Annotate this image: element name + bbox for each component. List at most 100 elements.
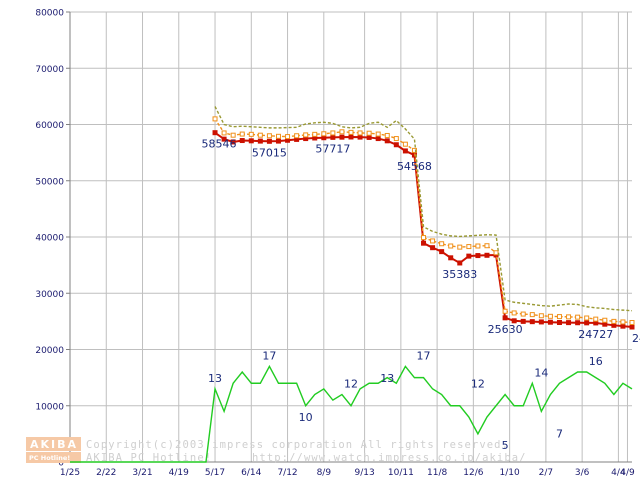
series-marker-min-price — [230, 139, 236, 145]
series-marker-avg-price — [520, 311, 526, 317]
series-marker-avg-price — [257, 132, 263, 138]
series-line-avg-price — [214, 118, 633, 324]
series-marker-min-price — [520, 318, 526, 324]
series-marker-avg-price — [366, 130, 372, 136]
x-tick-label: 6/14 — [241, 468, 261, 478]
y-tick-label: 0 — [58, 459, 64, 469]
series-marker-min-price — [547, 319, 553, 325]
akiba-logo: AKIBA PC Hotline! — [26, 437, 81, 463]
data-series — [70, 106, 635, 463]
series-marker-avg-price — [421, 235, 427, 241]
series-marker-min-price — [484, 252, 490, 258]
data-label-min-price: 54568 — [397, 160, 432, 173]
series-marker-avg-price — [375, 131, 381, 137]
data-label-min-price: 58546 — [202, 138, 237, 151]
data-label-min-price: 35383 — [442, 268, 477, 281]
series-marker-min-price — [330, 134, 336, 140]
series-line-shop-count — [70, 364, 633, 463]
x-tick-label: 3/21 — [132, 468, 152, 478]
x-tick-label: 4/4 — [611, 468, 626, 478]
logo-main-text: AKIBA — [30, 438, 78, 451]
series-marker-min-price — [457, 260, 463, 266]
series-marker-avg-price — [330, 130, 336, 136]
series-marker-min-price — [393, 142, 399, 148]
x-tick-label: 2/22 — [96, 468, 116, 478]
series-marker-avg-price — [484, 243, 490, 249]
series-marker-min-price — [375, 136, 381, 142]
series-marker-avg-price — [556, 314, 562, 320]
series-marker-min-price — [556, 320, 562, 325]
series-marker-avg-price — [629, 320, 635, 325]
series-marker-min-price — [602, 321, 608, 327]
series-marker-avg-price — [294, 133, 300, 139]
grid-lines — [69, 11, 632, 462]
series-line-max-price — [214, 106, 633, 312]
series-marker-avg-price — [357, 130, 363, 136]
series-marker-min-price — [357, 134, 363, 140]
series-marker-min-price — [439, 249, 445, 255]
series-marker-min-price — [511, 318, 517, 324]
data-label-shop-count: 10 — [299, 411, 313, 424]
series-marker-avg-price — [584, 315, 590, 321]
series-marker-min-price — [384, 138, 390, 144]
series-marker-avg-price — [448, 243, 454, 249]
y-tick-label: 50000 — [35, 177, 64, 187]
data-label-min-price: 25630 — [488, 323, 523, 336]
series-marker-avg-price — [266, 133, 272, 139]
series-marker-avg-price — [411, 147, 417, 153]
logo-badge-bg — [26, 437, 81, 451]
series-marker-avg-price — [547, 313, 553, 319]
series-marker-avg-price — [529, 312, 535, 318]
series-marker-min-price — [430, 245, 436, 251]
series-marker-avg-price — [384, 132, 390, 138]
series-marker-min-price — [538, 319, 544, 325]
series-marker-min-price — [339, 134, 345, 140]
y-tick-label: 20000 — [35, 346, 64, 356]
series-marker-min-price — [275, 138, 281, 144]
y-tick-label: 80000 — [35, 9, 64, 19]
series-marker-avg-price — [566, 314, 572, 320]
series-marker-min-price — [348, 134, 354, 140]
watermark: AKIBA PC Hotline! Copyright(c)2003 impress… — [26, 437, 526, 464]
data-label-shop-count: 13 — [208, 372, 222, 385]
x-tick-label: 1/25 — [60, 468, 80, 478]
series-marker-avg-price — [538, 313, 544, 319]
series-marker-min-price — [257, 138, 263, 144]
series-marker-avg-price — [466, 244, 472, 250]
series-marker-avg-price — [303, 132, 309, 138]
series-marker-avg-price — [611, 318, 617, 324]
data-label-shop-count: 13 — [380, 372, 394, 385]
series-marker-min-price — [629, 324, 635, 330]
series-marker-min-price — [466, 253, 472, 259]
series-marker-min-price — [266, 138, 272, 144]
series-marker-min-price — [575, 320, 581, 326]
data-point-labels: 58546 57015 57717 54568 35383 25630 24727 24000… — [202, 138, 640, 452]
series-marker-avg-price — [339, 129, 345, 135]
series-marker-min-price — [566, 320, 572, 326]
series-min-price — [212, 130, 635, 330]
series-marker-avg-price — [511, 310, 517, 316]
data-label-shop-count: 14 — [534, 366, 548, 379]
data-label-shop-count: 12 — [471, 378, 485, 391]
x-tick-label: 11/8 — [427, 468, 447, 478]
series-avg-price — [212, 116, 635, 325]
y-tick-label: 60000 — [35, 121, 64, 131]
series-marker-avg-price — [230, 132, 236, 138]
y-tick-label: 40000 — [35, 234, 64, 244]
x-tick-label: 12/6 — [463, 468, 483, 478]
y-tick-label: 30000 — [35, 290, 64, 300]
series-max-price — [214, 106, 633, 312]
x-tick-label: 7/12 — [277, 468, 297, 478]
data-label-min-price: 24727 — [578, 328, 613, 341]
y-tick-label: 70000 — [35, 65, 64, 75]
watermark-copyright: Copyright(c)2003 impress corporation All… — [86, 439, 509, 451]
data-label-min-price: 24000 — [632, 332, 640, 345]
series-marker-min-price — [475, 253, 481, 259]
logo-sub-text: PC Hotline! — [29, 454, 70, 462]
series-marker-avg-price — [212, 116, 218, 122]
data-label-shop-count: 16 — [589, 355, 603, 368]
x-tick-label: 1/10 — [500, 468, 520, 478]
series-marker-avg-price — [402, 141, 408, 147]
